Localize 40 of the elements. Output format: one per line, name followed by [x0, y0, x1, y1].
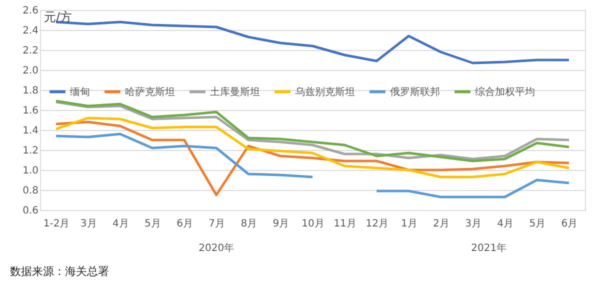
x-tick-label: 1月 [400, 218, 418, 230]
y-tick-label: 2.6 [22, 6, 38, 16]
y-tick-label: 1.2 [22, 146, 38, 156]
y-tick-label: 2.4 [22, 26, 38, 36]
legend-label: 土库曼斯坦 [210, 86, 260, 98]
y-tick-label: 0.8 [22, 186, 38, 196]
y-axis-title: 元/方 [44, 10, 72, 24]
x-tick-label: 12月 [366, 218, 388, 230]
x-tick-label: 6月 [561, 218, 578, 230]
legend-label: 哈萨克斯坦 [125, 86, 175, 98]
x-tick-label: 11月 [334, 218, 356, 230]
legend-label: 俄罗斯联邦 [390, 86, 440, 98]
y-tick-label: 2.2 [22, 46, 38, 56]
y-tick-label: 0.6 [22, 206, 38, 216]
x-tick-label: 3月 [80, 218, 97, 230]
x-tick-label: 5月 [144, 218, 161, 230]
legend-label: 缅甸 [70, 86, 90, 98]
x-tick-label: 2月 [433, 218, 450, 230]
x-tick-label: 6月 [176, 218, 193, 230]
y-tick-label: 1.0 [22, 166, 38, 176]
x-tick-label: 8月 [240, 218, 258, 230]
source-note: 数据来源：海关总署 [10, 265, 109, 278]
x-tick-label: 4月 [112, 218, 129, 230]
x-tick-label: 4月 [497, 218, 514, 230]
text: 2021年 [471, 242, 507, 254]
x-tick-label: 1-2月 [43, 218, 70, 230]
legend-label: 综合加权平均 [475, 86, 535, 98]
legend-label: 乌兹别克斯坦 [295, 86, 355, 98]
y-tick-label: 2.0 [22, 66, 38, 76]
x-tick-label: 3月 [465, 218, 482, 230]
x-tick-label: 10月 [302, 218, 324, 230]
x-tick-label: 7月 [208, 218, 226, 230]
x-tick-label: 9月 [272, 218, 290, 230]
line-series [54, 20, 570, 64]
y-tick-label: 1.8 [22, 86, 38, 96]
line-series [54, 116, 570, 178]
y-tick-label: 1.6 [22, 106, 38, 116]
text: 2020年 [198, 242, 234, 254]
x-tick-label: 5月 [529, 218, 546, 230]
y-tick-label: 1.4 [22, 126, 38, 136]
